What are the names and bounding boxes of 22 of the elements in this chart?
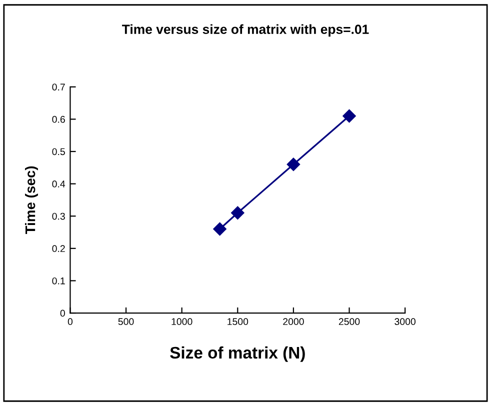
point xyxy=(231,206,244,220)
y-tick-label: 0.4 xyxy=(52,180,66,188)
x-tick-label: 2500 xyxy=(338,318,360,326)
point xyxy=(213,222,226,236)
point xyxy=(286,158,300,172)
x-tick-label: 3000 xyxy=(394,318,416,326)
x-tick-label: 1000 xyxy=(172,318,192,326)
x-tick-label: 1500 xyxy=(228,318,248,326)
point xyxy=(342,109,356,123)
chart-title: Time versus size of matrix with eps=.01 xyxy=(122,24,369,37)
y-tick-label: 0.5 xyxy=(52,148,65,156)
y-tick-label: 0.7 xyxy=(52,84,65,90)
x-tick-label: 0 xyxy=(68,318,73,326)
y-tick-label: 0.1 xyxy=(52,277,65,284)
x-axis-title: Size of matrix (N) xyxy=(170,346,305,362)
y-tick-label: 0.6 xyxy=(52,116,65,123)
y-tick-label: 0 xyxy=(60,310,65,317)
y-axis-title: Time (sec) xyxy=(25,166,38,234)
x-tick-label: 500 xyxy=(118,318,134,326)
x-tick-label: 2000 xyxy=(283,318,304,326)
y-tick-label: 0.3 xyxy=(52,212,65,220)
y-tick-label: 0.2 xyxy=(52,245,65,252)
